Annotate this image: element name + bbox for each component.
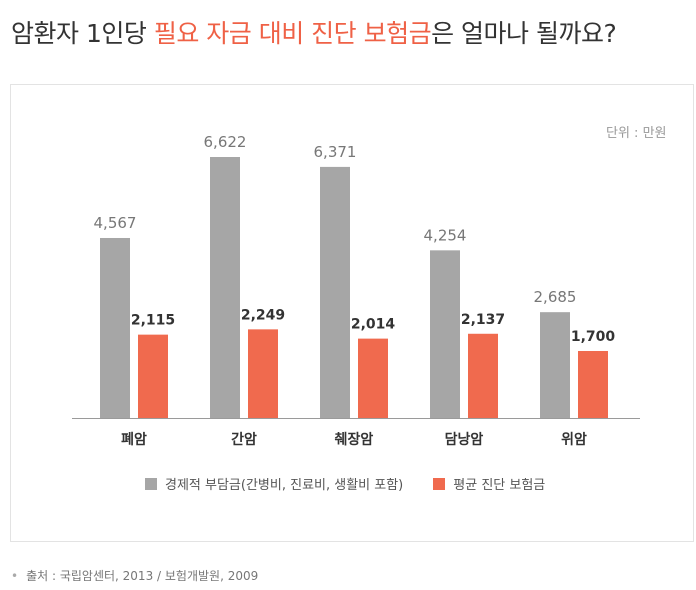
- legend-label-burden: 경제적 부담금(간병비, 진료비, 생활비 포함): [165, 478, 404, 493]
- data-label-burden-2: 6,371: [314, 143, 357, 161]
- chart-legend: 경제적 부담금(간병비, 진료비, 생활비 포함) 평균 진단 보험금: [145, 474, 575, 493]
- bar-burden-2: [320, 166, 350, 418]
- data-label-insurance-3: 2,137: [461, 312, 505, 328]
- unit-label: 단위 : 만원: [606, 126, 667, 141]
- data-label-insurance-2: 2,014: [351, 317, 396, 333]
- title-prefix: 암환자 1인당: [11, 19, 154, 48]
- bar-insurance-2: [358, 338, 388, 418]
- legend-swatch-gray: [145, 477, 157, 490]
- data-label-insurance-4: 1,700: [571, 329, 616, 345]
- bar-insurance-0: [138, 334, 168, 418]
- bar-burden-1: [210, 157, 240, 418]
- bar-burden-4: [540, 312, 570, 418]
- data-label-burden-1: 6,622: [204, 133, 247, 151]
- category-label-1: 간암: [231, 431, 257, 448]
- category-label-2: 췌장암: [335, 431, 374, 448]
- legend-swatch-red: [433, 477, 446, 490]
- source-note: • 출처 : 국립암센터, 2013 / 보험개발원, 2009: [11, 567, 258, 584]
- legend-item-burden: 경제적 부담금(간병비, 진료비, 생활비 포함): [145, 474, 403, 493]
- bar-burden-3: [430, 250, 460, 418]
- category-label-4: 위암: [561, 431, 587, 448]
- bar-burden-0: [100, 237, 130, 418]
- title-suffix: 은 얼마나 될까요?: [431, 19, 617, 48]
- legend-item-insurance: 평균 진단 보험금: [433, 474, 545, 493]
- category-label-3: 담낭암: [445, 431, 484, 448]
- bar-insurance-4: [578, 350, 608, 418]
- legend-label-insurance: 평균 진단 보험금: [453, 478, 546, 493]
- category-label-0: 폐암: [121, 431, 147, 448]
- title-highlight: 필요 자금 대비 진단 보험금: [153, 19, 432, 48]
- data-label-burden-0: 4,567: [94, 214, 137, 232]
- data-label-burden-3: 4,254: [424, 226, 467, 244]
- data-label-insurance-0: 2,115: [131, 313, 175, 329]
- bar-insurance-3: [468, 333, 498, 418]
- data-label-burden-4: 2,685: [534, 288, 577, 306]
- bar-insurance-1: [248, 329, 278, 418]
- page-title: 암환자 1인당 필요 자금 대비 진단 보험금은 얼마나 될까요?: [11, 14, 617, 50]
- bullet-icon: •: [11, 569, 19, 583]
- data-label-insurance-1: 2,249: [241, 307, 285, 323]
- source-text: 출처 : 국립암센터, 2013 / 보험개발원, 2009: [26, 569, 259, 583]
